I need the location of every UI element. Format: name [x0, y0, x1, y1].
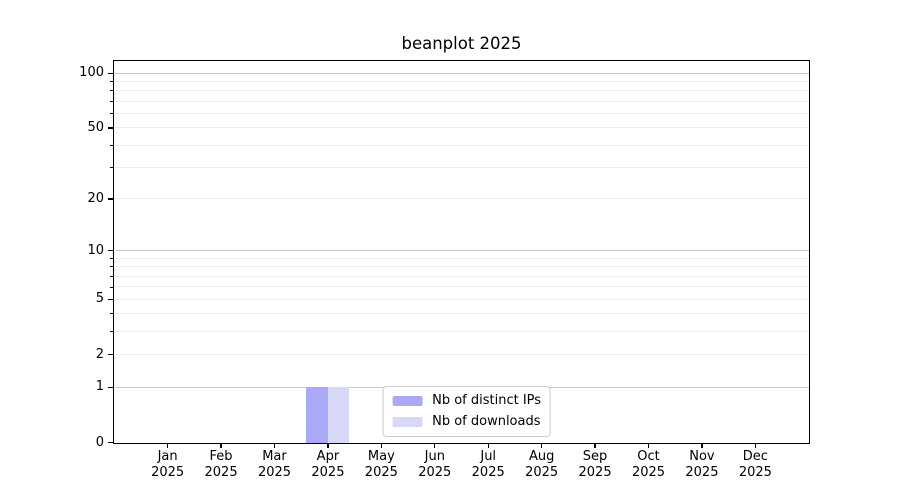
y-minor-tick-mark: [110, 167, 113, 169]
y-minor-tick-mark: [110, 144, 113, 146]
y-tick-label: 10: [87, 242, 104, 258]
y-minor-tick-mark: [110, 331, 113, 333]
y-tick-label: 100: [79, 65, 104, 81]
y-tick-label: 0: [95, 434, 104, 450]
bar-nb-of-distinct-ips: [306, 387, 328, 443]
y-tick-label: 50: [87, 120, 104, 136]
y-minor-tick-mark: [110, 81, 113, 83]
x-tick-mark: [594, 444, 596, 449]
x-tick-label: May 2025: [364, 449, 398, 480]
y-tick-label: 20: [87, 191, 104, 207]
y-gridline-minor: [114, 144, 809, 146]
y-minor-tick-mark: [110, 266, 113, 268]
y-gridline-minor: [114, 198, 809, 200]
y-tick-label: 5: [95, 291, 104, 307]
x-tick-label: Aug 2025: [525, 449, 559, 480]
x-tick-mark: [487, 444, 489, 449]
bar-nb-of-downloads: [327, 387, 350, 443]
y-tick-mark: [108, 198, 113, 200]
y-minor-tick-mark: [110, 101, 113, 103]
y-gridline-minor: [114, 80, 809, 82]
y-minor-tick-mark: [110, 313, 113, 315]
x-tick-label: Mar 2025: [257, 449, 292, 480]
y-gridline-minor: [114, 275, 809, 277]
y-tick-mark: [108, 127, 113, 129]
y-tick-mark: [108, 250, 113, 252]
y-tick-mark: [108, 298, 113, 300]
y-minor-tick-mark: [110, 286, 113, 288]
y-minor-tick-mark: [110, 113, 113, 115]
x-tick-label: Oct 2025: [631, 449, 666, 480]
y-tick-label: 2: [95, 346, 104, 362]
legend-swatch-icon: [392, 416, 423, 428]
x-tick-label: Nov 2025: [685, 449, 719, 480]
y-gridline-minor: [114, 112, 809, 114]
x-tick-mark: [541, 444, 543, 449]
x-tick-mark: [434, 444, 436, 449]
legend-label: Nb of distinct IPs: [432, 393, 542, 408]
y-gridline-minor: [114, 331, 809, 333]
y-gridline-minor: [114, 257, 809, 259]
y-gridline-minor: [114, 127, 809, 129]
x-tick-label: Jul 2025: [471, 449, 505, 480]
x-tick-mark: [327, 444, 329, 449]
legend-swatch-icon: [392, 395, 423, 407]
y-tick-mark: [108, 354, 113, 356]
y-gridline-minor: [114, 354, 809, 356]
chart-title: beanplot 2025: [401, 34, 522, 53]
y-minor-tick-mark: [110, 257, 113, 259]
x-tick-mark: [167, 444, 169, 449]
y-gridline-minor: [114, 100, 809, 102]
y-gridline-minor: [114, 90, 809, 92]
x-tick-label: Jun 2025: [418, 449, 452, 480]
legend-label: Nb of downloads: [432, 414, 541, 429]
y-gridline-major: [114, 250, 809, 252]
y-gridline-minor: [114, 298, 809, 300]
y-tick-mark: [108, 72, 113, 74]
y-gridline-minor: [114, 313, 809, 315]
x-tick-mark: [754, 444, 756, 449]
y-gridline-minor: [114, 286, 809, 288]
x-tick-mark: [380, 444, 382, 449]
y-minor-tick-mark: [110, 90, 113, 92]
x-tick-label: Apr 2025: [311, 449, 345, 480]
y-tick-mark: [108, 386, 113, 388]
legend-entry: Nb of distinct IPs: [392, 393, 541, 409]
x-tick-mark: [220, 444, 222, 449]
x-tick-label: Sep 2025: [578, 449, 612, 480]
x-tick-mark: [647, 444, 650, 449]
legend: Nb of distinct IPs Nb of downloads: [382, 386, 552, 437]
y-tick-mark: [108, 442, 113, 444]
y-gridline-minor: [114, 167, 809, 169]
x-tick-label: Feb 2025: [204, 449, 238, 480]
plot-area: Nb of distinct IPs Nb of downloads: [113, 60, 810, 444]
legend-entry: Nb of downloads: [392, 414, 541, 430]
y-minor-tick-mark: [110, 275, 113, 277]
x-tick-mark: [701, 444, 703, 449]
y-gridline-major: [114, 72, 809, 74]
x-tick-label: Jan 2025: [151, 449, 185, 480]
y-gridline-minor: [114, 266, 809, 268]
y-tick-label: 1: [95, 379, 104, 395]
x-tick-label: Dec 2025: [738, 449, 772, 480]
x-tick-mark: [273, 444, 276, 449]
